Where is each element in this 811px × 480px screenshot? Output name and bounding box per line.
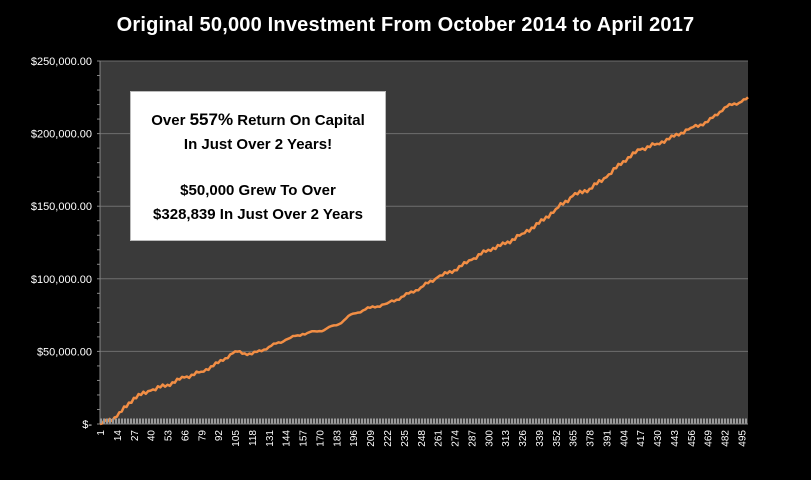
x-tick-label: 170 <box>315 430 326 447</box>
x-tick-label: 79 <box>197 430 208 442</box>
x-tick-label: 53 <box>164 430 175 442</box>
x-tick-label: 339 <box>535 430 546 447</box>
x-tick-label: 144 <box>282 430 293 447</box>
x-tick-label: 209 <box>366 430 377 447</box>
y-tick-label: $- <box>82 419 92 431</box>
y-tick-label: $200,000.00 <box>31 129 92 141</box>
x-tick-label: 482 <box>721 430 732 447</box>
callout-line-2: In Just Over 2 Years! <box>183 136 333 153</box>
x-tick-label: 430 <box>653 430 664 447</box>
y-axis: $- $50,000.00 $100,000.00 $150,000.00 $200,0… <box>31 56 101 431</box>
x-tick-label: 274 <box>451 430 462 447</box>
x-tick-label: 378 <box>586 430 597 447</box>
callout-return-percent: 557% <box>189 110 234 129</box>
x-tick-label: 118 <box>248 430 259 446</box>
x-tick-label: 183 <box>332 430 343 447</box>
x-tick-label: 456 <box>687 430 698 447</box>
x-tick-label: 222 <box>383 430 394 447</box>
x-tick-label: 261 <box>434 430 445 447</box>
callout-line-1-prefix: Over <box>151 112 190 129</box>
x-tick-label: 404 <box>619 430 630 447</box>
x-tick-label: 105 <box>231 430 242 447</box>
x-tick-label: 365 <box>569 430 580 447</box>
x-tick-label: 14 <box>113 430 124 442</box>
x-tick-label: 1 <box>96 430 107 436</box>
x-tick-label: 391 <box>602 430 613 447</box>
series-line-account-balance <box>99 96 749 426</box>
x-tick-label: 92 <box>214 430 225 442</box>
callout-line-1-suffix: Return On Capital <box>233 112 365 129</box>
x-tick-label: 40 <box>147 430 158 442</box>
y-tick-label: $50,000.00 <box>37 346 92 358</box>
x-tick-label: 66 <box>180 430 191 442</box>
callout-line-4: $328,839 In Just Over 2 Years <box>153 206 363 223</box>
x-tick-label: 196 <box>349 430 360 447</box>
x-tick-label: 469 <box>704 430 715 447</box>
x-tick-label: 287 <box>467 430 478 447</box>
series-layer <box>99 96 749 426</box>
x-tick-label: 495 <box>738 430 749 447</box>
x-tick-label: 443 <box>670 430 681 447</box>
x-tick-label: 131 <box>265 430 276 447</box>
x-tick-label: 313 <box>501 430 512 447</box>
chart-title: Original 50,000 Investment From October … <box>116 14 695 36</box>
x-axis: 1 14 27 40 53 66 79 92 105 118 131 144 157 170 183 196 2… <box>96 423 749 447</box>
x-tick-label: 326 <box>518 430 529 447</box>
return-callout-box: Over 557% Return On Capital In Just Over… <box>130 91 386 241</box>
x-tick-label: 248 <box>417 430 428 447</box>
x-tick-label: 352 <box>552 430 563 447</box>
x-tick-label: 27 <box>130 430 141 442</box>
y-tick-label: $100,000.00 <box>31 274 92 286</box>
y-tick-label: $250,000.00 <box>31 56 92 68</box>
x-tick-label: 235 <box>400 430 411 447</box>
x-tick-label: 417 <box>636 430 647 447</box>
x-tick-label: 300 <box>484 430 495 447</box>
x-tick-label: 157 <box>299 430 310 447</box>
y-tick-label: $150,000.00 <box>31 201 92 213</box>
callout-line-3: $50,000 Grew To Over <box>180 182 336 199</box>
callout-line-1: Over 557% Return On Capital <box>131 108 385 133</box>
